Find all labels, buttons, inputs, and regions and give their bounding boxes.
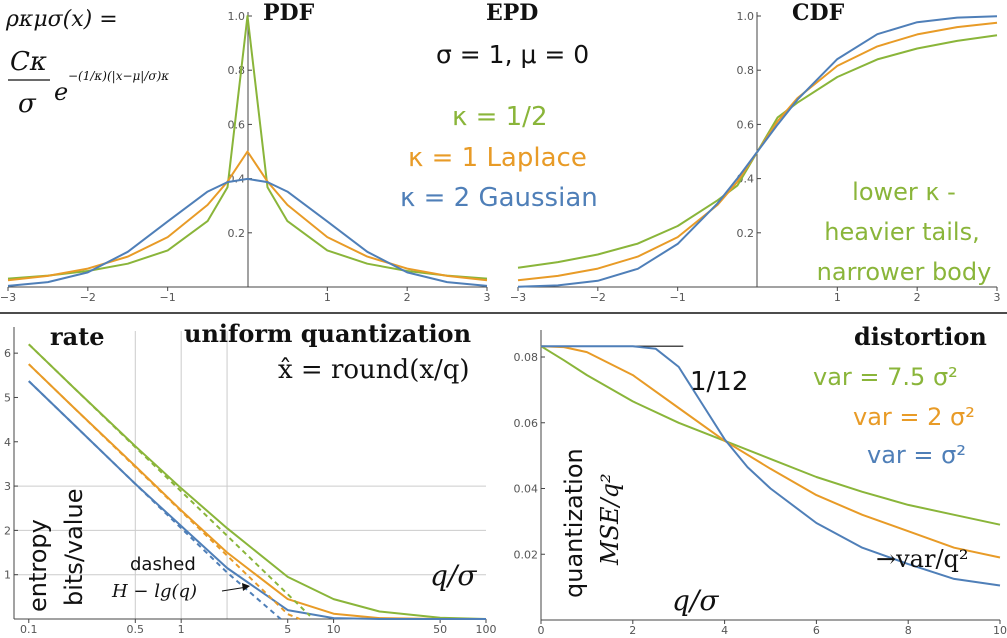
x-tick-label: 5: [284, 623, 291, 636]
x-tick-label: 4: [721, 624, 728, 637]
cdf-panel: −3 −2 −1 1 2 30.20.40.60.81.0: [510, 10, 1001, 304]
series-line-4f7fb8: [28, 380, 486, 620]
formula-numerator: Cκ: [10, 47, 47, 77]
x-tick-label: 0: [538, 624, 545, 637]
x-tick-label: 3: [994, 291, 1001, 304]
epd-title: EPD: [486, 0, 538, 26]
y-tick-label: 3: [4, 480, 11, 493]
pdf-title: PDF: [263, 0, 315, 26]
x-tick-label: 2: [404, 291, 411, 304]
pdf-panel: −3 −2 −1 1 2 30.20.40.60.81.0: [0, 10, 491, 304]
rate-xlabel: q/σ: [430, 559, 477, 592]
series-line-e89b27: [540, 345, 1001, 559]
y-tick-label: 0.6: [228, 118, 246, 131]
y-tick-label: 0.06: [514, 417, 539, 430]
y-tick-label: 0.02: [514, 548, 539, 561]
y-tick-label: 5: [4, 391, 11, 404]
y-tick-label: 2: [4, 524, 11, 537]
y-tick-label: 0.04: [514, 483, 539, 496]
series-line-e89b27: [28, 363, 486, 620]
legend-kappa-two: κ = 2 Gaussian: [400, 183, 598, 213]
formula-exp-base: e: [54, 78, 68, 106]
mse-ylabel-line2: MSE/q²: [596, 473, 624, 566]
dashed-label-arrowhead: [242, 583, 250, 591]
formula-denominator: σ: [18, 89, 37, 119]
y-tick-label: 1: [4, 569, 11, 582]
tails-note-line3: narrower body: [817, 258, 992, 286]
y-tick-label: 1.0: [228, 10, 246, 23]
series-line-4f7fb8: [7, 177, 488, 287]
one-twelfth-label: 1/12: [690, 367, 748, 397]
dashed-formula: H − lg(q): [111, 581, 197, 602]
y-tick-label: 1.0: [737, 10, 755, 23]
x-tick-label: 2: [914, 291, 921, 304]
rate-title: rate: [50, 322, 105, 351]
tails-note-line2: heavier tails,: [824, 218, 979, 246]
distortion-panel: 0 2 4 6 8 10 0.02 0.04 0.06 0.08: [514, 330, 1007, 637]
var-blue-label: var = σ²: [867, 441, 966, 469]
uq-formula: x̂ = round(x/q): [278, 355, 470, 385]
legend-kappa-one: κ = 1 Laplace: [408, 143, 587, 173]
x-tick-label: 50: [433, 623, 447, 636]
y-tick-label: 0.08: [514, 351, 539, 364]
series-line-8ab53a: [7, 15, 488, 280]
x-tick-label: 0.1: [20, 623, 38, 636]
y-tick-label: 6: [4, 347, 11, 360]
x-tick-label: −1: [160, 291, 176, 304]
y-tick-label: 0.2: [228, 227, 246, 240]
x-tick-label: 2: [629, 624, 636, 637]
legend-kappa-half: κ = 1/2: [452, 102, 547, 132]
series-line-dashed-8ab53a: [28, 343, 311, 617]
mse-ylabel-line1: quantization: [560, 448, 588, 598]
x-tick-label: 100: [476, 623, 497, 636]
x-tick-label: 3: [484, 291, 491, 304]
epd-params: σ = 1, μ = 0: [436, 40, 589, 69]
x-tick-label: 1: [178, 623, 185, 636]
y-tick-label: 0.2: [737, 227, 755, 240]
y-tick-label: 0.8: [737, 64, 755, 77]
var-green-label: var = 7.5 σ²: [813, 363, 958, 391]
series-line-4f7fb8: [541, 345, 1001, 587]
x-tick-label: 1: [834, 291, 841, 304]
formula-rho: ρκμσ(x) =: [5, 7, 118, 32]
cdf-title: CDF: [792, 0, 845, 26]
x-tick-label: −1: [670, 291, 686, 304]
x-tick-label: 0.5: [127, 623, 145, 636]
dashed-label: dashed: [130, 554, 196, 575]
x-tick-label: 6: [813, 624, 820, 637]
var-over-q2-label: →var/q²: [876, 545, 969, 573]
tails-note-line1: lower κ -: [852, 178, 956, 206]
x-tick-label: 10: [327, 623, 341, 636]
distortion-title: distortion: [854, 322, 987, 351]
x-tick-label: 10: [993, 624, 1007, 637]
series-line-dashed-e89b27: [28, 363, 301, 620]
x-tick-label: 8: [905, 624, 912, 637]
series-line-8ab53a: [28, 343, 487, 620]
y-tick-label: 4: [4, 436, 11, 449]
y-tick-label: 0.6: [737, 118, 755, 131]
uq-title: uniform quantization: [184, 319, 471, 348]
series-line-4f7fb8: [517, 15, 998, 288]
x-tick-label: 1: [324, 291, 331, 304]
x-tick-label: −3: [0, 291, 16, 304]
x-tick-label: −2: [80, 291, 96, 304]
formula-exponent: −(1/κ)(|x−μ|/σ)κ: [68, 69, 169, 83]
dist-xlabel: q/σ: [672, 584, 719, 617]
x-tick-label: −3: [510, 291, 526, 304]
entropy-ylabel-line2: bits/value: [60, 489, 88, 606]
x-tick-label: −2: [590, 291, 606, 304]
series-line-8ab53a: [540, 345, 1001, 526]
var-orange-label: var = 2 σ²: [853, 403, 975, 431]
entropy-ylabel-line1: entropy: [24, 519, 52, 612]
